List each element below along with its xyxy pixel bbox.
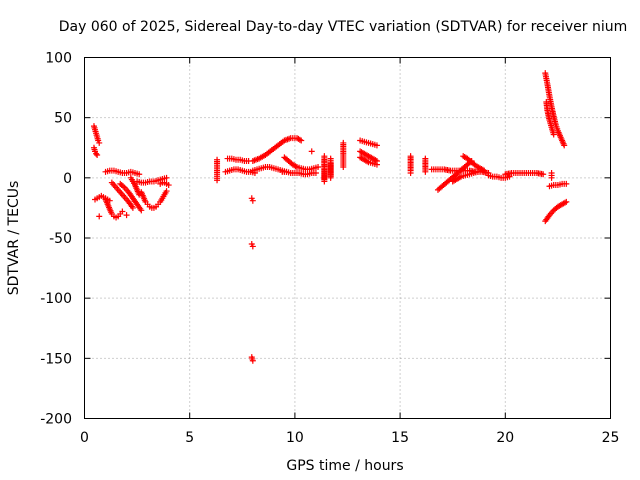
- data-point: [94, 151, 101, 158]
- y-tick-label: -200: [40, 412, 72, 428]
- series-col-12.3: [340, 139, 347, 171]
- y-axis-label: SDTVAR / TECUs: [6, 181, 22, 296]
- series-arc-22.6: [542, 198, 570, 225]
- grid: [84, 57, 611, 419]
- data-point: [561, 142, 568, 149]
- series-arc-18.5: [460, 153, 488, 174]
- series-arc-22.5: [546, 180, 570, 190]
- series-arc-13.5c: [357, 154, 380, 168]
- data-points: [90, 70, 570, 364]
- series-arc-2.9: [138, 188, 170, 211]
- chart-title: Day 060 of 2025, Sidereal Day-to-day VTE…: [59, 19, 628, 35]
- data-point: [163, 174, 170, 181]
- y-tick-label: -50: [49, 231, 72, 247]
- y-tick-label: -100: [40, 291, 72, 307]
- data-point: [540, 171, 547, 178]
- data-point: [249, 243, 256, 250]
- series-arc-9.0: [249, 135, 305, 164]
- data-point: [249, 357, 256, 364]
- series-arc-19.5: [485, 172, 513, 181]
- series-iso-10.8: [308, 148, 315, 155]
- series-arc-21.0: [502, 170, 547, 178]
- series-arc-13.5a: [357, 137, 380, 149]
- y-tick-labels: -200 -150 -100 -50 0 50 100: [40, 51, 72, 428]
- data-point: [136, 171, 143, 178]
- series-iso-0.7: [96, 213, 103, 220]
- series-arc-22.3: [543, 99, 557, 138]
- series-out-8.0b: [248, 241, 256, 250]
- data-point: [93, 150, 100, 157]
- series-arc-0.5b: [90, 144, 101, 158]
- series-iso-2.0: [123, 212, 130, 219]
- y-tick-label: -150: [40, 351, 72, 367]
- data-point: [407, 170, 414, 177]
- data-point: [138, 207, 145, 214]
- data-point: [129, 204, 136, 211]
- data-point: [422, 168, 429, 175]
- data-point: [548, 174, 555, 181]
- x-tick-label: 15: [391, 430, 409, 446]
- data-point: [96, 139, 103, 146]
- series-arc-10.0a: [281, 154, 322, 173]
- data-point: [563, 198, 570, 205]
- series-col-16.2: [422, 155, 429, 175]
- series-arc-3.3: [134, 174, 170, 186]
- series-arc-0.5a: [90, 123, 103, 146]
- series-out-8.0a: [248, 195, 256, 204]
- series-col-11.4: [321, 153, 328, 185]
- data-point: [119, 208, 126, 215]
- series-arc-1.0b: [102, 167, 143, 178]
- series-arc-22.0: [542, 70, 568, 149]
- series-arc-18.0: [449, 167, 486, 185]
- x-tick-label: 10: [286, 430, 304, 446]
- series-col-6.3: [214, 156, 221, 184]
- series-arc-3.8: [157, 179, 172, 189]
- data-point: [373, 142, 380, 149]
- data-point: [373, 161, 380, 168]
- data-point: [308, 148, 315, 155]
- data-point: [550, 131, 557, 138]
- x-tick-label: 20: [496, 430, 514, 446]
- series-arc-7.0a: [224, 155, 252, 164]
- data-point: [312, 170, 319, 177]
- data-point: [315, 164, 322, 171]
- x-tick-label: 25: [602, 430, 620, 446]
- plot-frame: [84, 57, 611, 419]
- y-tick-label: 0: [63, 171, 72, 187]
- series-arc-10.0b: [279, 168, 319, 178]
- data-point: [340, 164, 347, 171]
- data-point: [163, 188, 170, 195]
- data-point: [96, 213, 103, 220]
- series-col-11.7: [327, 155, 334, 181]
- series-out-8.0c: [248, 354, 256, 364]
- x-tick-labels: 0 5 10 15 20 25: [80, 430, 619, 446]
- series-col-15.5: [407, 153, 414, 177]
- x-axis-label: GPS time / hours: [286, 458, 403, 474]
- series-col-22.2: [548, 170, 555, 181]
- series-arc-17.5: [434, 157, 475, 193]
- axis-ticks: [84, 57, 611, 419]
- series-arc-1.0a: [102, 196, 126, 221]
- data-point: [123, 212, 130, 219]
- data-point: [298, 137, 305, 144]
- y-tick-label: 100: [45, 51, 72, 67]
- data-point: [214, 177, 221, 184]
- series-arc-1.5: [108, 179, 136, 211]
- series-arc-0.7: [92, 192, 113, 204]
- data-point: [321, 153, 328, 160]
- data-point: [165, 182, 172, 189]
- series-arc-2.0: [117, 180, 145, 214]
- data-point: [563, 180, 570, 187]
- y-tick-label: 50: [54, 111, 72, 127]
- x-tick-label: 5: [185, 430, 194, 446]
- x-tick-label: 0: [80, 430, 89, 446]
- data-point: [249, 197, 256, 204]
- data-point: [327, 155, 334, 162]
- data-point: [481, 167, 488, 174]
